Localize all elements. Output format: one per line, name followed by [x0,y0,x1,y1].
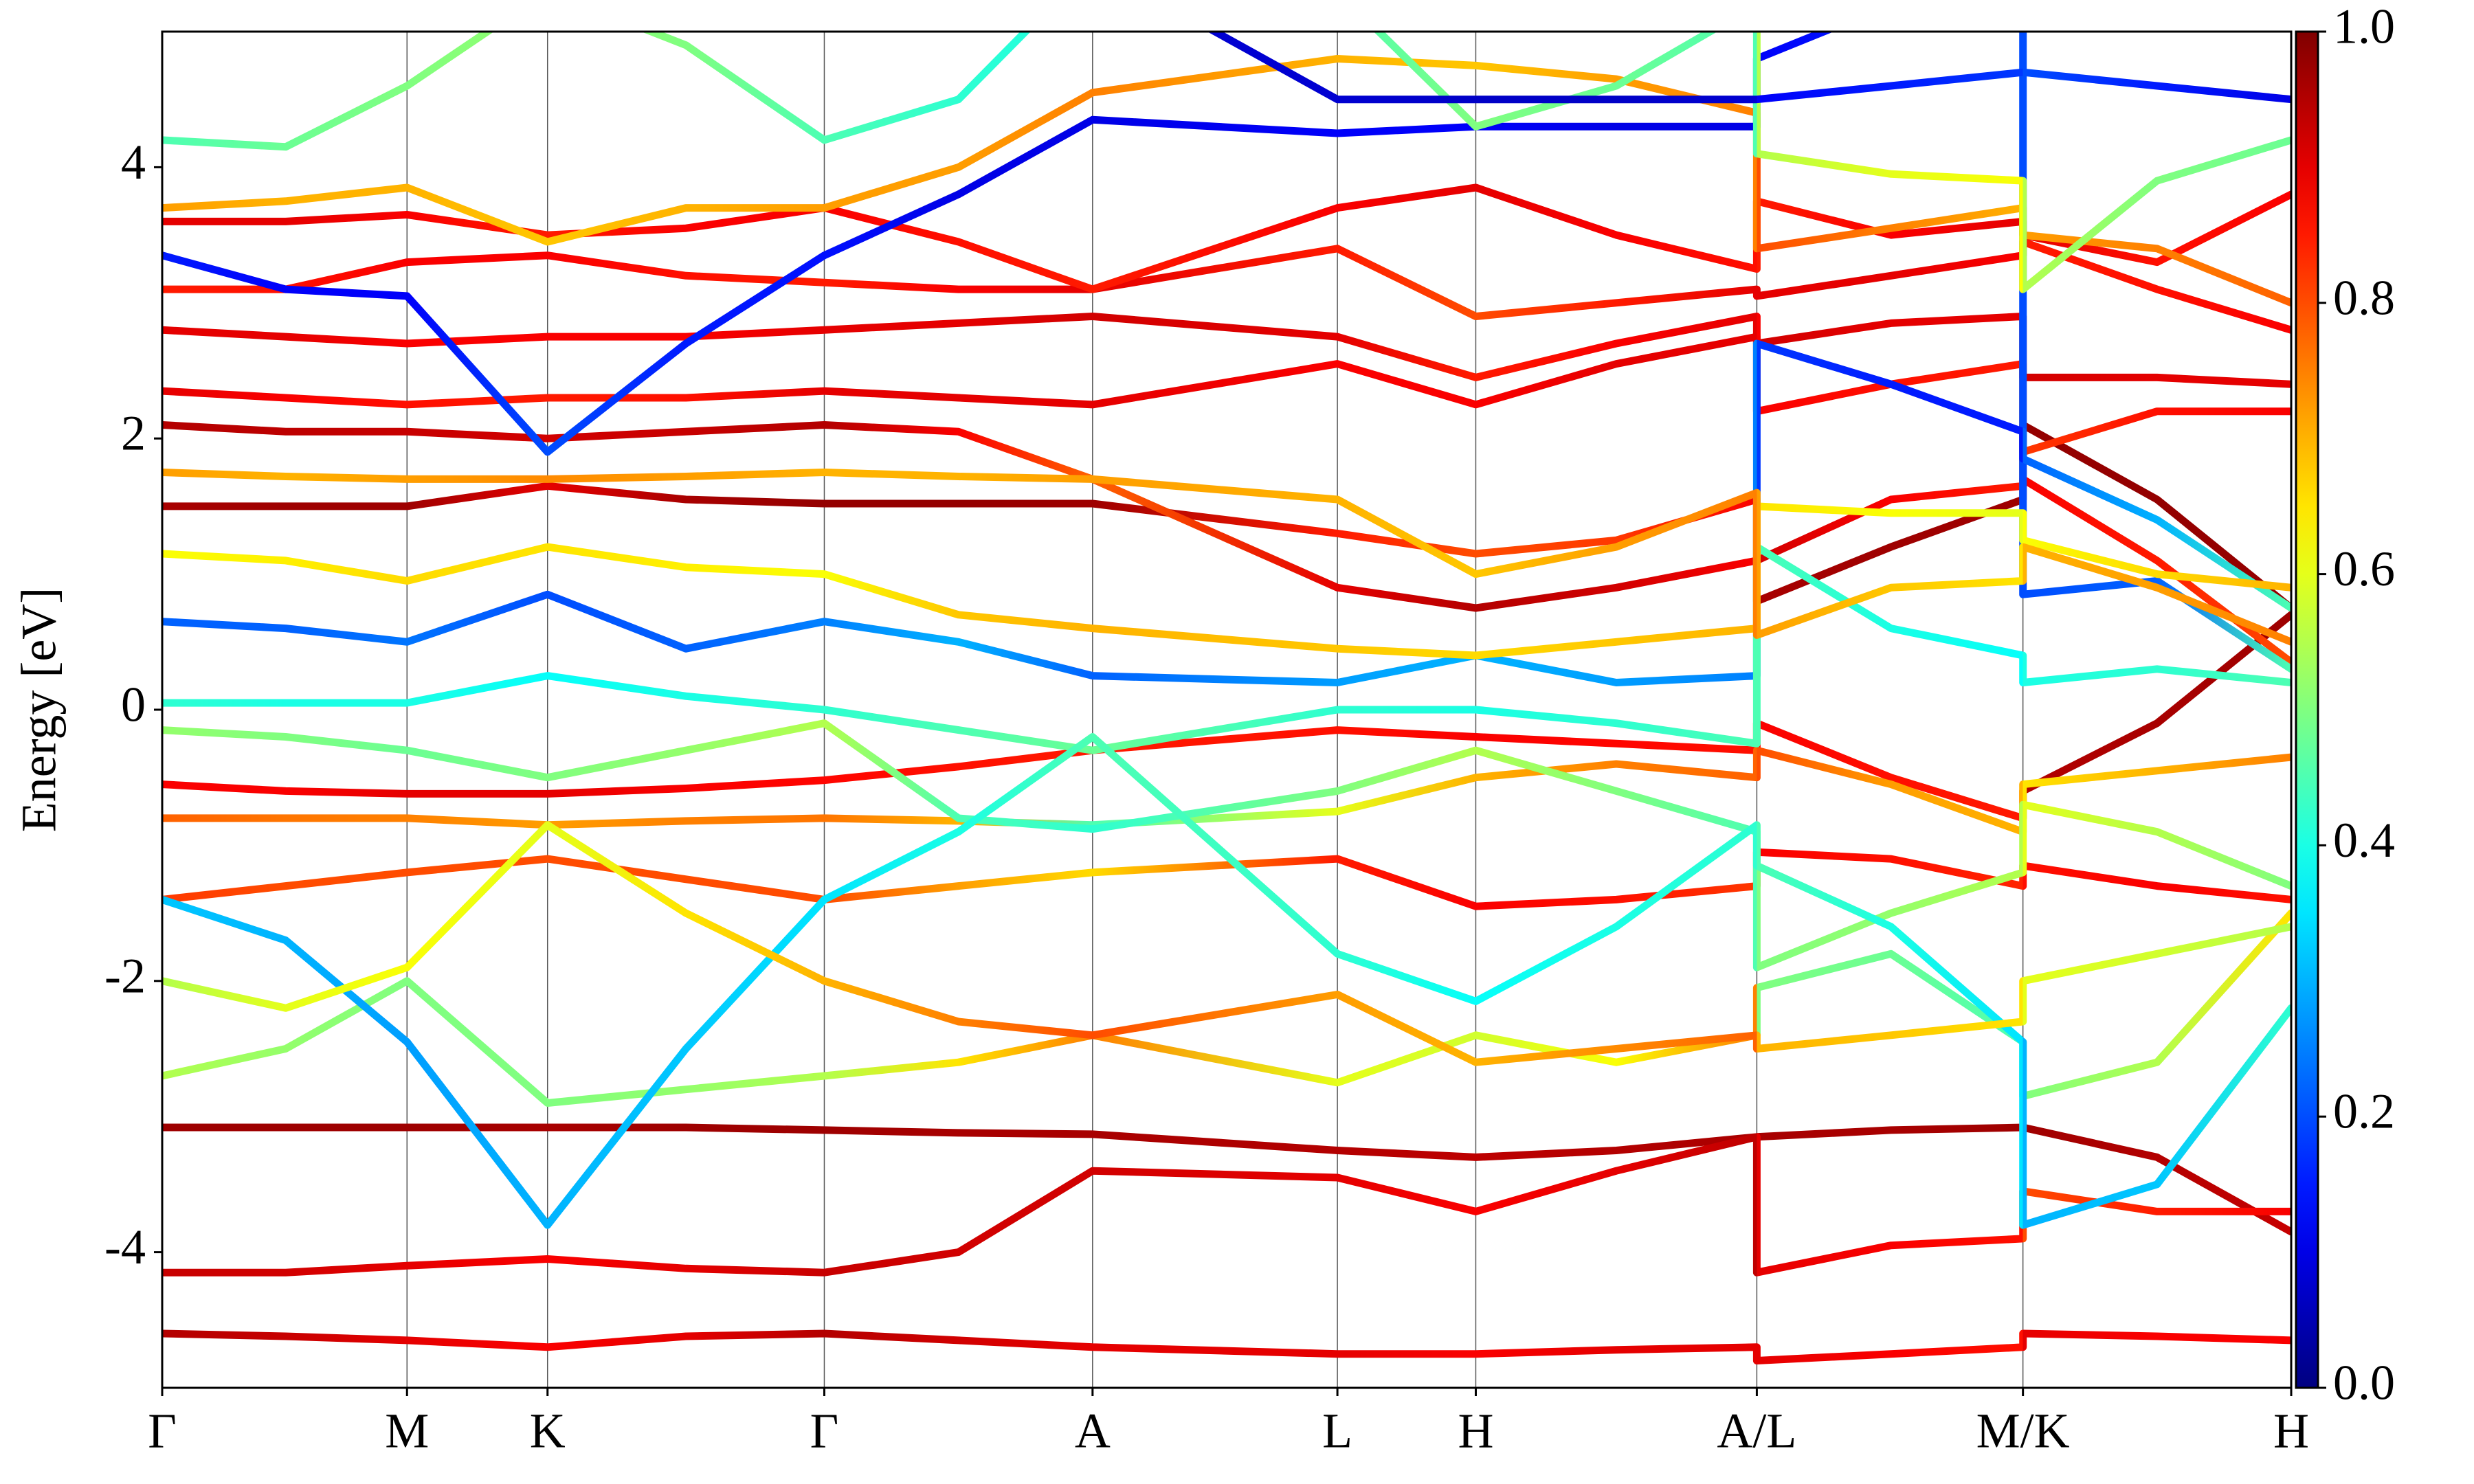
x-tick-label: H [1458,1404,1493,1459]
band [162,543,2291,754]
x-tick-label: M [385,1404,429,1459]
y-tick-label: 2 [121,406,146,461]
y-tick-label: -2 [104,948,146,1003]
x-tick-label: Γ [148,1404,177,1459]
colorbar-tick-label: 0.8 [2333,270,2395,325]
x-tick-label: A [1075,1404,1111,1459]
colorbar [2295,30,2319,1389]
colorbar-tick-label: 0.0 [2333,1356,2395,1410]
band [162,719,2291,971]
band [162,32,2291,293]
band [162,733,2291,1229]
band [1207,32,2291,104]
colorbar-tick-label: 0.4 [2333,813,2395,868]
x-tick-label: H [2273,1404,2309,1459]
x-tick-label: M/K [1976,1404,2070,1459]
colorbar-tick-label: 0.2 [2333,1084,2395,1139]
y-tick-label: -4 [104,1219,146,1274]
band [162,339,2291,686]
colorbar-tick-label: 1.0 [2333,0,2395,54]
band [162,821,2291,1066]
band [162,502,2291,660]
band [162,469,2291,646]
x-tick-label: L [1322,1404,1352,1459]
colorbar-tick-label: 0.6 [2333,541,2395,596]
x-tick-label: K [530,1404,566,1459]
x-tick-label: A/L [1717,1404,1796,1459]
band [162,848,2291,910]
bands [162,32,2291,1364]
y-tick-label: 0 [121,677,146,732]
y-tick-label: 4 [121,135,146,190]
x-tick-label: Γ [810,1404,839,1459]
band [162,1329,2291,1364]
band [162,1133,2291,1277]
y-axis-label: Energy [eV] [12,587,67,833]
